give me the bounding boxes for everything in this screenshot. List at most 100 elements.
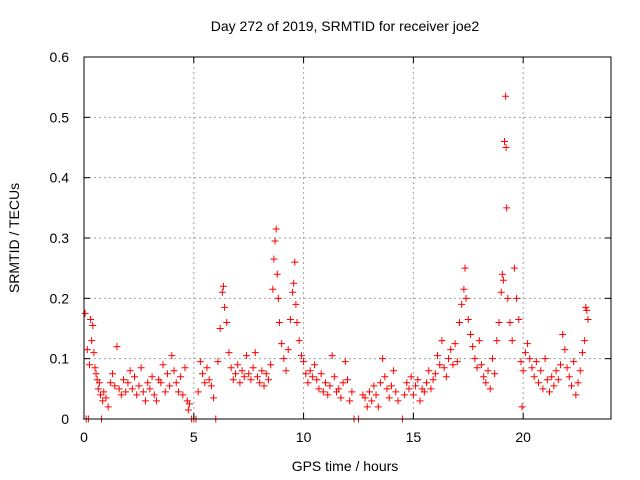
data-point	[460, 285, 468, 293]
data-point	[201, 379, 209, 387]
data-point	[225, 349, 233, 357]
data-point	[317, 370, 325, 378]
data-point	[335, 385, 343, 393]
data-point	[144, 379, 152, 387]
data-point	[289, 288, 297, 296]
data-point	[501, 137, 509, 145]
data-point	[304, 379, 312, 387]
data-point	[503, 204, 511, 212]
data-point	[146, 385, 154, 393]
data-point	[486, 385, 494, 393]
data-point	[455, 318, 463, 326]
data-point	[445, 355, 453, 363]
data-point	[493, 337, 501, 345]
data-point	[363, 403, 371, 411]
data-point	[240, 373, 248, 381]
data-point	[506, 318, 514, 326]
data-point	[199, 370, 207, 378]
data-point	[150, 391, 158, 399]
data-point	[159, 361, 167, 369]
data-point	[473, 364, 481, 372]
data-point	[578, 349, 586, 357]
data-point	[515, 315, 523, 323]
x-tick-label: 20	[515, 429, 531, 445]
data-point	[270, 255, 278, 263]
data-point	[221, 303, 229, 311]
data-point	[361, 394, 369, 402]
data-point	[124, 379, 132, 387]
data-point	[177, 373, 185, 381]
data-point	[170, 367, 178, 375]
data-point	[504, 294, 512, 302]
data-point	[184, 406, 192, 414]
data-point	[376, 379, 384, 387]
data-point	[583, 306, 591, 314]
data-point	[179, 391, 187, 399]
data-point	[518, 403, 526, 411]
data-point	[436, 361, 444, 369]
data-point	[272, 225, 280, 233]
data-point	[328, 352, 336, 360]
data-point	[286, 315, 294, 323]
data-point	[423, 379, 431, 387]
data-point	[249, 364, 257, 372]
data-point	[453, 358, 461, 366]
data-point	[440, 364, 448, 372]
data-point	[185, 400, 193, 408]
data-point	[581, 337, 589, 345]
data-point	[238, 367, 246, 375]
data-point	[554, 376, 562, 384]
data-point	[104, 403, 112, 411]
y-tick-label: 0.1	[50, 351, 70, 367]
data-point	[258, 367, 266, 375]
data-point	[584, 315, 592, 323]
data-point	[464, 315, 472, 323]
data-point	[293, 318, 301, 326]
data-point	[306, 367, 314, 375]
data-point	[131, 373, 139, 381]
data-point	[275, 318, 283, 326]
data-point	[462, 294, 470, 302]
data-point	[390, 367, 398, 375]
x-axis-label: GPS time / hours	[292, 458, 399, 474]
data-point	[550, 382, 558, 390]
data-point	[83, 346, 91, 354]
data-point	[273, 270, 281, 278]
data-point	[102, 394, 110, 402]
data-point	[126, 367, 134, 375]
data-point	[458, 300, 466, 308]
data-point	[269, 285, 277, 293]
data-point	[521, 349, 529, 357]
data-point	[442, 373, 450, 381]
data-point	[313, 376, 321, 384]
data-point	[539, 385, 547, 393]
data-point	[324, 391, 332, 399]
data-point	[537, 367, 545, 375]
data-point	[416, 397, 424, 405]
data-point	[99, 397, 107, 405]
data-point	[218, 288, 226, 296]
data-point	[519, 367, 527, 375]
data-point	[214, 358, 222, 366]
y-tick-labels: 0 0.1 0.2 0.3 0.4 0.5 0.6	[50, 49, 70, 427]
axis-ticks	[83, 56, 611, 420]
data-point	[264, 376, 272, 384]
data-point	[109, 370, 117, 378]
data-point	[278, 340, 286, 348]
data-point	[251, 349, 259, 357]
data-point	[535, 379, 543, 387]
data-point	[381, 373, 389, 381]
data-point	[392, 388, 400, 396]
x-tick-labels: 0 5 10 15 20	[80, 429, 531, 445]
data-point	[565, 373, 573, 381]
data-point	[90, 349, 98, 357]
data-point	[477, 361, 485, 369]
data-point	[556, 361, 564, 369]
data-point	[295, 337, 303, 345]
y-tick-label: 0.5	[50, 109, 70, 125]
data-point	[260, 382, 268, 390]
data-points	[81, 92, 592, 423]
data-point	[172, 379, 180, 387]
data-point	[502, 92, 510, 100]
data-point	[394, 397, 402, 405]
